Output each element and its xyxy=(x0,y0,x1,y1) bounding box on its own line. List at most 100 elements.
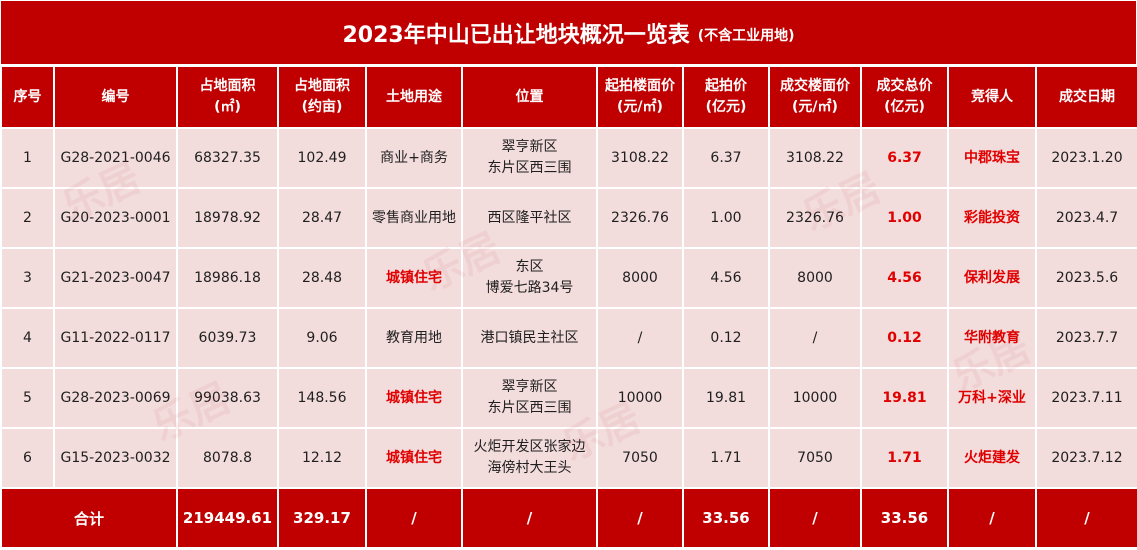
cell-area-sqm: 68327.35 xyxy=(178,129,277,187)
cell-area-sqm: 18978.92 xyxy=(178,189,277,247)
cell-date: 2023.7.7 xyxy=(1037,309,1137,367)
cell-area-sqm: 99038.63 xyxy=(178,369,277,427)
cell-date: 2023.7.11 xyxy=(1037,369,1137,427)
location-line-1: 翠亨新区 xyxy=(501,139,558,155)
total-label: 合计 xyxy=(2,489,176,547)
cell-deal-floor-price: / xyxy=(770,309,860,367)
location-line-2: 东片区西三围 xyxy=(487,160,572,176)
total-area-sqm: 219449.61 xyxy=(178,489,277,547)
col-header-deal-floor-price: 成交楼面价 (元/㎡) xyxy=(770,67,860,127)
col-header-location: 位置 xyxy=(463,67,596,127)
location-line-1: 港口镇民主社区 xyxy=(480,329,579,346)
table-row: 5 G28-2023-0069 99038.63 148.56 城镇住宅 翠亨新区 东片区西… xyxy=(2,369,1137,427)
cell-deal-total: 1.00 xyxy=(862,189,947,247)
cell-start-floor-price: 7050 xyxy=(598,429,682,487)
cell-area-mu: 102.49 xyxy=(279,129,365,187)
total-location: / xyxy=(463,489,596,547)
cell-no: 6 xyxy=(2,429,53,487)
cell-winner: 万科+深业 xyxy=(949,369,1035,427)
cell-date: 2023.4.7 xyxy=(1037,189,1137,247)
total-start-floor-price: / xyxy=(598,489,682,547)
cell-use: 教育用地 xyxy=(367,309,461,367)
cell-code: G20-2023-0001 xyxy=(55,189,176,247)
cell-area-sqm: 6039.73 xyxy=(178,309,277,367)
cell-use: 商业+商务 xyxy=(367,129,461,187)
total-row: 合计 219449.61 329.17 / / / 33.56 / 33.56 … xyxy=(2,489,1137,547)
cell-no: 4 xyxy=(2,309,53,367)
cell-deal-floor-price: 2326.76 xyxy=(770,189,860,247)
cell-winner: 彩能投资 xyxy=(949,189,1035,247)
cell-deal-total: 4.56 xyxy=(862,249,947,307)
location-line-2: 海傍村大王头 xyxy=(487,460,572,476)
cell-area-sqm: 18986.18 xyxy=(178,249,277,307)
col-header-date: 成交日期 xyxy=(1037,67,1137,127)
cell-code: G28-2023-0069 xyxy=(55,369,176,427)
cell-date: 2023.5.6 xyxy=(1037,249,1137,307)
total-date: / xyxy=(1037,489,1137,547)
title-bar: 2023年中山已出让地块概况一览表 (不含工业用地) xyxy=(1,1,1136,64)
col-header-start-floor-price: 起拍楼面价 (元/㎡) xyxy=(598,67,682,127)
cell-code: G15-2023-0032 xyxy=(55,429,176,487)
col-header-winner: 竞得人 xyxy=(949,67,1035,127)
land-parcel-table: 序号 编号 占地面积 (㎡) 占地面积 (约亩) 土地用途 位置 起拍楼面价 (元/㎡… xyxy=(0,65,1137,549)
total-winner: / xyxy=(949,489,1035,547)
col-header-deal-total: 成交总价 (亿元) xyxy=(862,67,947,127)
header-row: 序号 编号 占地面积 (㎡) 占地面积 (约亩) 土地用途 位置 起拍楼面价 (元/㎡… xyxy=(2,67,1137,127)
col-header-use: 土地用途 xyxy=(367,67,461,127)
cell-start-floor-price: 2326.76 xyxy=(598,189,682,247)
col-header-area-mu: 占地面积 (约亩) xyxy=(279,67,365,127)
cell-winner: 火炬建发 xyxy=(949,429,1035,487)
col-header-code: 编号 xyxy=(55,67,176,127)
cell-deal-total: 0.12 xyxy=(862,309,947,367)
cell-use: 城镇住宅 xyxy=(367,369,461,427)
table-row: 6 G15-2023-0032 8078.8 12.12 城镇住宅 火炬开发区张家边 海傍村… xyxy=(2,429,1137,487)
cell-start-price: 1.00 xyxy=(684,189,768,247)
cell-start-price: 1.71 xyxy=(684,429,768,487)
cell-location: 翠亨新区东片区西三围 xyxy=(463,129,596,187)
col-header-start-price: 起拍价 (亿元) xyxy=(684,67,768,127)
cell-code: G28-2021-0046 xyxy=(55,129,176,187)
cell-deal-floor-price: 7050 xyxy=(770,429,860,487)
cell-deal-floor-price: 10000 xyxy=(770,369,860,427)
cell-area-mu: 9.06 xyxy=(279,309,365,367)
cell-start-floor-price: 3108.22 xyxy=(598,129,682,187)
cell-start-floor-price: 10000 xyxy=(598,369,682,427)
cell-winner: 华附教育 xyxy=(949,309,1035,367)
total-use: / xyxy=(367,489,461,547)
col-header-area-sqm: 占地面积 (㎡) xyxy=(178,67,277,127)
cell-no: 3 xyxy=(2,249,53,307)
cell-deal-total: 6.37 xyxy=(862,129,947,187)
location-line-1: 西区隆平社区 xyxy=(487,209,572,226)
table-row: 3 G21-2023-0047 18986.18 28.48 城镇住宅 东区 博爱七路34号… xyxy=(2,249,1137,307)
table-row: 1 G28-2021-0046 68327.35 102.49 商业+商务 翠亨新区 东片区… xyxy=(2,129,1137,187)
table-subtitle: (不含工业用地) xyxy=(697,27,795,44)
total-start-price: 33.56 xyxy=(684,489,768,547)
total-deal-total: 33.56 xyxy=(862,489,947,547)
cell-winner: 保利发展 xyxy=(949,249,1035,307)
cell-start-price: 6.37 xyxy=(684,129,768,187)
total-area-mu: 329.17 xyxy=(279,489,365,547)
cell-start-price: 4.56 xyxy=(684,249,768,307)
cell-deal-floor-price: 8000 xyxy=(770,249,860,307)
cell-use: 城镇住宅 xyxy=(367,249,461,307)
cell-area-sqm: 8078.8 xyxy=(178,429,277,487)
table-row: 2 G20-2023-0001 18978.92 28.47 零售商业用地 西区隆平社区 2… xyxy=(2,189,1137,247)
cell-code: G11-2022-0117 xyxy=(55,309,176,367)
cell-area-mu: 28.47 xyxy=(279,189,365,247)
table-row: 4 G11-2022-0117 6039.73 9.06 教育用地 港口镇民主社区 /0.1… xyxy=(2,309,1137,367)
cell-deal-total: 1.71 xyxy=(862,429,947,487)
location-line-2: 东片区西三围 xyxy=(487,400,572,416)
cell-date: 2023.1.20 xyxy=(1037,129,1137,187)
cell-use: 城镇住宅 xyxy=(367,429,461,487)
col-header-no: 序号 xyxy=(2,67,53,127)
location-line-1: 东区 xyxy=(515,259,544,275)
cell-area-mu: 148.56 xyxy=(279,369,365,427)
cell-location: 港口镇民主社区 xyxy=(463,309,596,367)
location-line-1: 翠亨新区 xyxy=(501,379,558,395)
location-line-1: 火炬开发区张家边 xyxy=(473,439,586,455)
cell-use: 零售商业用地 xyxy=(367,189,461,247)
cell-no: 2 xyxy=(2,189,53,247)
cell-location: 东区 博爱七路34号 xyxy=(463,249,596,307)
cell-location: 火炬开发区张家边 海傍村大王头 xyxy=(463,429,596,487)
